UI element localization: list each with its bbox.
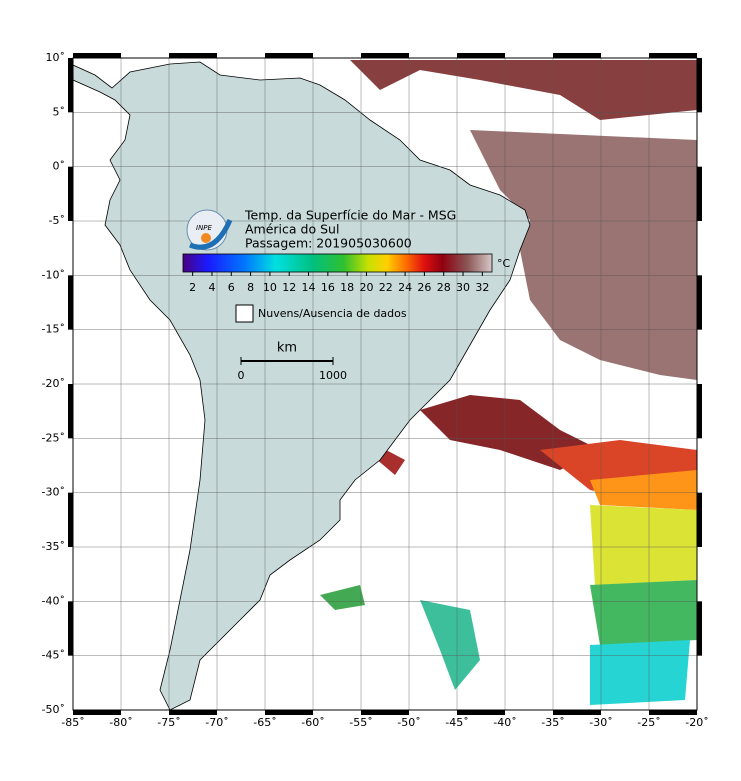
y-tick-label: 10˚ [46,51,66,64]
frame-segment [697,275,702,330]
y-tick-label: -35˚ [42,540,65,553]
map-title: Temp. da Superfície do Mar - MSG [244,208,456,223]
colorbar-tick-label: 14 [302,281,316,294]
y-tick-label: -50˚ [42,703,65,716]
frame-segment [68,492,73,547]
logo: INPE [186,209,233,251]
frame-segment [361,710,409,715]
frame-segment [73,710,121,715]
region: América do Sul [245,222,339,237]
colorbar-tick-label: 2 [189,281,196,294]
x-tick-label: -35˚ [541,716,564,729]
legend-swatch [235,304,254,323]
frame-border [68,53,702,715]
colorbar-ticks: 2 4 6 8 10 12 14 16 18 20 22 24 26 28 30 32 [189,272,489,294]
colorbar-tick-label: 18 [340,281,354,294]
colorbar-tick-label: 28 [437,281,451,294]
y-tick-label: -15˚ [42,323,65,336]
frame-segment [457,53,505,58]
logo-arrow [189,218,233,250]
x-tick-label: -55˚ [349,716,372,729]
sst-field [320,60,697,705]
colorbar-unit: °C [497,257,511,270]
frame-segment [649,710,697,715]
grid [72,57,698,711]
y-tick-label: -45˚ [42,649,65,662]
x-tick-label: -60˚ [301,716,324,729]
x-tick-label: -75˚ [157,716,180,729]
frame-segment [169,710,217,715]
colorbar-tick-label: 22 [379,281,393,294]
scale-end-label: 1000 [319,369,347,382]
frame-segment [169,53,217,58]
frame-segment [73,53,121,58]
colorbar-tick-label: 32 [475,281,489,294]
colorbar-tick-label: 24 [398,281,412,294]
frame-segment [68,275,73,330]
x-tick-label: -70˚ [205,716,228,729]
frame-segment [649,53,697,58]
logo-dot [201,233,211,243]
scale-bar: km 0 1000 [238,341,348,383]
x-tick-label: -45˚ [445,716,468,729]
frame-segment [697,601,702,656]
frame-segment [68,601,73,656]
frame-segment [68,384,73,439]
x-tick-label: -20˚ [685,716,708,729]
y-tick-label: -20˚ [42,377,65,390]
frame-segment [68,58,73,113]
colorbar-tick-label: 4 [208,281,215,294]
colorbar-tick-label: 6 [228,281,235,294]
x-tick-label: -40˚ [493,716,516,729]
frame-segment [361,53,409,58]
x-tick-label: -65˚ [253,716,276,729]
colorbar-tick-label: 20 [359,281,373,294]
y-tick-label: 5˚ [53,105,66,118]
y-tick-label: -40˚ [42,594,65,607]
x-tick-label: -80˚ [109,716,132,729]
colorbar-tick-label: 12 [282,281,296,294]
colorbar-tick-label: 30 [456,281,470,294]
x-tick-label: -85˚ [61,716,84,729]
colorbar [182,253,493,273]
frame-segment [265,53,313,58]
frame-segment [697,166,702,221]
scale-start: 0 [238,369,245,382]
colorbar-tick-label: 10 [263,281,277,294]
y-tick-label: 0˚ [53,160,66,173]
logo-text: INPE [196,224,213,232]
frame-segment [697,492,702,547]
frame-segment [697,384,702,439]
colorbar-tick-label: 8 [247,281,254,294]
colorbar-tick-label: 16 [321,281,335,294]
y-tick-label: -5˚ [49,214,65,227]
scale-unit: km [277,341,297,356]
frame-segment [68,166,73,221]
x-tick-label: -25˚ [637,716,660,729]
y-tick-label: -30˚ [42,486,65,499]
x-tick-label: -50˚ [397,716,420,729]
pass-time: Passagem: 201905030600 [245,236,412,251]
frame-segment [553,710,601,715]
y-tick-label: -25˚ [42,431,65,444]
legend-label: Nuvens/Ausencia de dados [258,307,407,320]
colorbar-tick-label: 26 [417,281,431,294]
frame-segment [697,58,702,113]
x-tick-label: -30˚ [589,716,612,729]
frame-segment [553,53,601,58]
y-tick-label: -10˚ [42,268,65,281]
frame-segment [457,710,505,715]
frame-segment [265,710,313,715]
south-america [73,61,531,710]
